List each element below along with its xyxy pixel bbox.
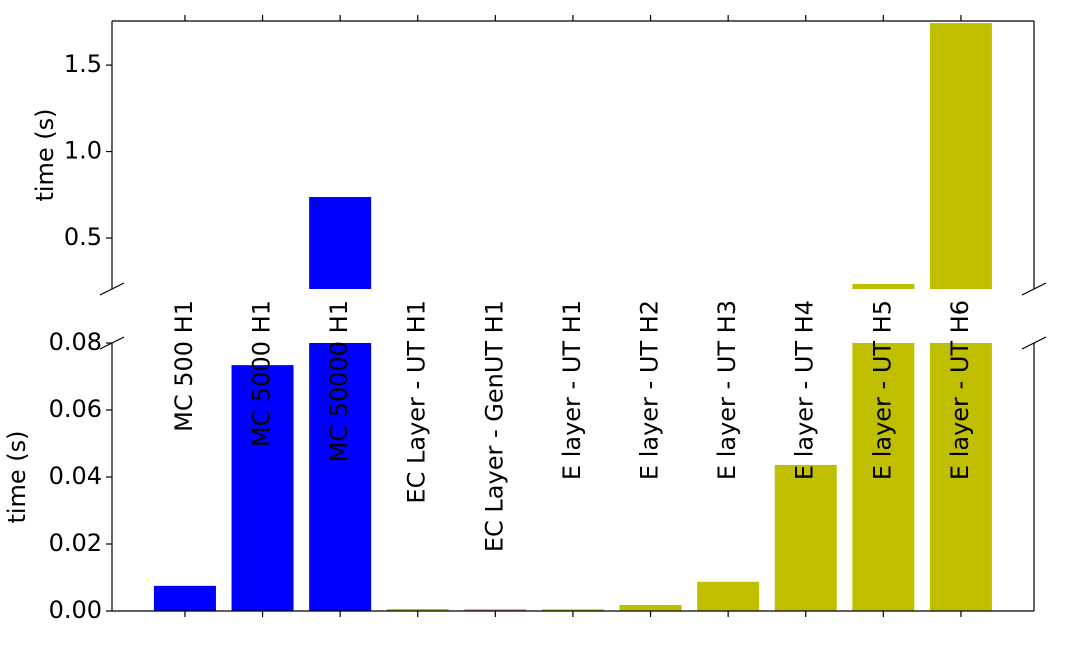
y-tick-label: 1.0 — [64, 137, 102, 165]
x-tick-label: E layer - UT H3 — [713, 300, 741, 480]
panel-bars — [309, 23, 992, 289]
y-axis-label: time (s) — [31, 108, 59, 201]
bar — [852, 343, 915, 611]
x-tick-label: EC Layer - UT H1 — [403, 300, 431, 504]
x-tick-label: MC 5000 H1 — [248, 300, 276, 447]
bar — [774, 464, 837, 611]
x-tick-label: E layer - UT H5 — [868, 300, 896, 480]
x-tick-label: MC 50000 H1 — [325, 300, 353, 462]
bar — [929, 23, 992, 289]
x-tick-label: E layer - UT H4 — [791, 300, 819, 480]
bar — [386, 608, 449, 611]
bars — [153, 23, 992, 611]
y-tick-label: 0.00 — [49, 596, 102, 624]
bar — [464, 609, 527, 611]
y-tick-label: 0.02 — [49, 529, 102, 557]
x-tick-label: EC Layer - GenUT H1 — [480, 300, 508, 552]
y-tick-label: 0.5 — [64, 223, 102, 251]
y-tick-label: 0.06 — [49, 395, 102, 423]
y-axis-label: time (s) — [3, 430, 31, 523]
x-tick-label: E layer - UT H6 — [946, 300, 974, 480]
bar — [153, 585, 216, 611]
y-tick-label: 1.5 — [64, 50, 102, 78]
panel-bars — [153, 343, 992, 611]
y-tick-label: 0.04 — [49, 462, 102, 490]
x-tick-label: E layer - UT H1 — [558, 300, 586, 480]
bar — [697, 581, 760, 611]
bar — [619, 604, 682, 611]
bar — [929, 343, 992, 611]
bar — [309, 343, 372, 611]
bar — [541, 609, 604, 611]
x-tick-label: MC 500 H1 — [170, 300, 198, 432]
bar — [852, 283, 915, 289]
bar — [231, 365, 294, 611]
x-tick-label: E layer - UT H2 — [636, 300, 664, 480]
bar — [309, 197, 372, 289]
y-tick-label: 0.08 — [49, 328, 102, 356]
